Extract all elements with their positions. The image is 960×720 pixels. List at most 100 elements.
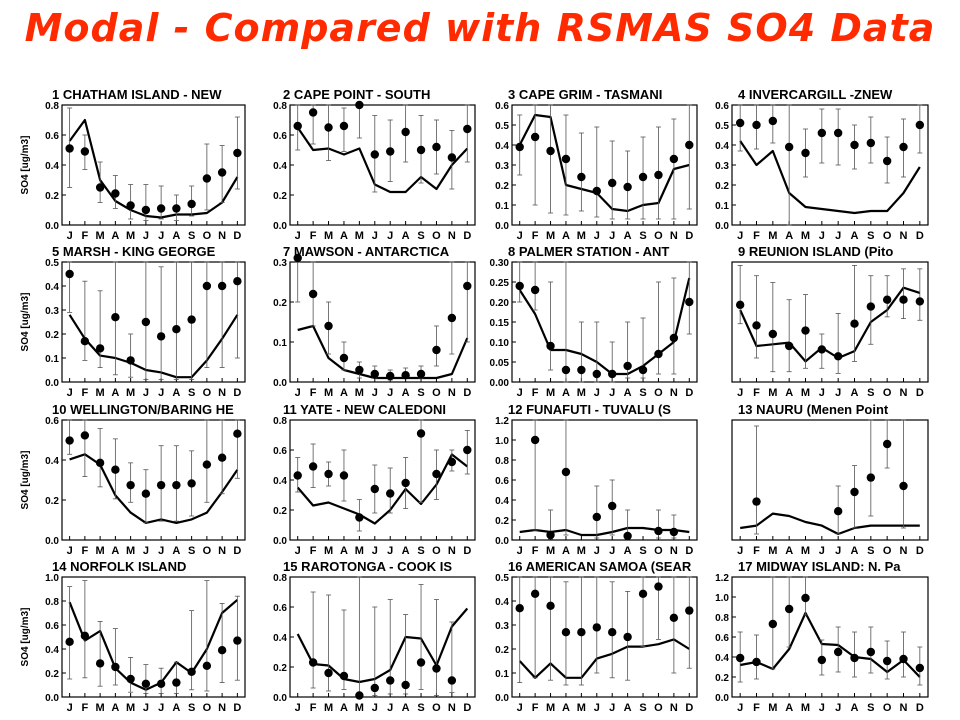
x-tick-label: J xyxy=(372,545,378,557)
x-tick-label: F xyxy=(532,230,539,242)
y-tick-label: 0.6 xyxy=(45,621,59,632)
observation-point xyxy=(308,289,318,299)
model-line xyxy=(69,453,239,525)
observation-point xyxy=(735,653,745,663)
x-tick-label: J xyxy=(372,387,378,399)
observation-point xyxy=(233,429,242,438)
y-tick-label: 0.3 xyxy=(495,161,509,172)
y-tick-label: 1.2 xyxy=(715,573,729,584)
observation-point xyxy=(530,435,540,445)
y-axis-label: SO4 [ug/m3] xyxy=(20,293,31,352)
y-tick-label: 0.0 xyxy=(45,693,59,704)
observation-point xyxy=(432,664,441,673)
observation-point xyxy=(654,349,663,359)
model-line xyxy=(739,286,921,363)
x-tick-label: M xyxy=(324,702,333,714)
observation-point xyxy=(111,189,120,198)
x-tick-label: S xyxy=(188,702,195,714)
x-tick-label: J xyxy=(594,545,600,557)
x-tick-label: S xyxy=(867,230,874,242)
chart-panel-3: 3 CAPE GRIM - TASMANI 0.0 0.1 0.2 0.3 0.4 0.5 0… xyxy=(495,87,698,242)
x-tick-label: M xyxy=(546,702,555,714)
observation-point xyxy=(817,655,827,665)
x-tick-label: J xyxy=(295,230,301,242)
x-tick-label: N xyxy=(900,387,908,399)
observation-point xyxy=(592,623,601,632)
x-tick-label: F xyxy=(310,702,317,714)
observation-point xyxy=(370,683,379,693)
x-tick-label: A xyxy=(111,545,119,557)
observation-point xyxy=(850,319,859,328)
x-tick-label: M xyxy=(577,230,586,242)
x-tick-label: J xyxy=(737,545,743,557)
observation-point xyxy=(463,124,472,134)
chart-title: 8 PALMER STATION - ANT xyxy=(508,244,669,259)
x-tick-label: N xyxy=(900,545,908,557)
observation-point xyxy=(401,371,410,380)
x-tick-label: F xyxy=(753,702,760,714)
x-tick-label: F xyxy=(753,230,760,242)
observation-point xyxy=(768,329,778,339)
chart-title: 10 WELLINGTON/BARING HE xyxy=(52,402,234,417)
y-tick-label: 0.1 xyxy=(273,338,287,349)
observation-point xyxy=(156,332,166,341)
x-tick-label: S xyxy=(188,230,195,242)
y-axis-label: SO4 [ug/m3] xyxy=(20,608,31,667)
plot-frame xyxy=(511,576,698,698)
x-tick-label: A xyxy=(785,230,793,242)
x-tick-label: J xyxy=(158,702,164,714)
observation-point xyxy=(530,132,540,142)
x-tick-label: M xyxy=(96,230,105,242)
x-tick-label: A xyxy=(624,387,632,399)
y-tick-label: 0.8 xyxy=(273,416,287,427)
model-line xyxy=(68,314,239,379)
y-tick-label: 0.4 xyxy=(273,633,287,644)
x-tick-label: J xyxy=(517,702,523,714)
observation-point xyxy=(669,613,679,622)
x-tick-label: A xyxy=(402,702,410,714)
observation-point xyxy=(126,356,135,365)
x-tick-label: J xyxy=(517,387,523,399)
x-tick-label: A xyxy=(624,230,632,242)
y-tick-label: 0.4 xyxy=(45,456,59,467)
plot-frame xyxy=(289,419,476,541)
chart-title: 17 MIDWAY ISLAND: N. Pa xyxy=(738,559,901,574)
observation-point xyxy=(339,353,349,363)
x-tick-label: M xyxy=(768,387,777,399)
observation-point xyxy=(752,657,761,667)
x-tick-label: S xyxy=(417,702,424,714)
plot-frame xyxy=(289,261,476,383)
x-tick-label: F xyxy=(532,545,539,557)
y-tick-label: 0.5 xyxy=(715,121,729,132)
observation-point xyxy=(141,317,151,327)
observation-point xyxy=(915,120,925,130)
observation-point xyxy=(463,445,472,455)
observation-point xyxy=(623,632,632,642)
y-tick-label: 1.0 xyxy=(495,436,509,447)
observation-point xyxy=(293,253,302,263)
observation-point xyxy=(355,691,364,700)
y-tick-label: 0.6 xyxy=(273,603,287,614)
x-tick-label: F xyxy=(82,545,89,557)
observation-point xyxy=(752,321,761,330)
observation-point xyxy=(899,142,908,152)
y-tick-label: 0.3 xyxy=(45,306,59,317)
x-tick-label: M xyxy=(96,702,105,714)
model-line xyxy=(739,140,921,215)
observation-point xyxy=(217,646,227,655)
observation-point xyxy=(308,108,318,117)
observation-point xyxy=(324,668,333,678)
y-tick-label: 0.6 xyxy=(715,633,729,644)
x-tick-label: A xyxy=(851,702,859,714)
chart-panel-13: 14 NORFOLK ISLAND SO4 [ug/m3] 0.0 0.2 0.4 0.6… xyxy=(20,559,246,714)
observation-point xyxy=(308,462,318,471)
observation-point xyxy=(899,295,908,304)
x-tick-label: M xyxy=(801,545,810,557)
x-tick-label: J xyxy=(594,702,600,714)
x-tick-label: S xyxy=(188,545,195,557)
y-tick-label: 0.1 xyxy=(495,669,509,680)
y-tick-label: 0.6 xyxy=(273,446,287,457)
x-tick-label: M xyxy=(126,387,135,399)
x-tick-label: M xyxy=(768,545,777,557)
observation-point xyxy=(370,484,379,494)
